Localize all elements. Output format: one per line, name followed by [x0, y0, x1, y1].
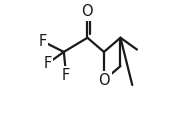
Text: F: F	[43, 56, 51, 71]
Text: O: O	[98, 73, 110, 88]
Text: F: F	[62, 68, 70, 83]
Text: O: O	[82, 4, 93, 19]
Text: F: F	[38, 34, 47, 49]
